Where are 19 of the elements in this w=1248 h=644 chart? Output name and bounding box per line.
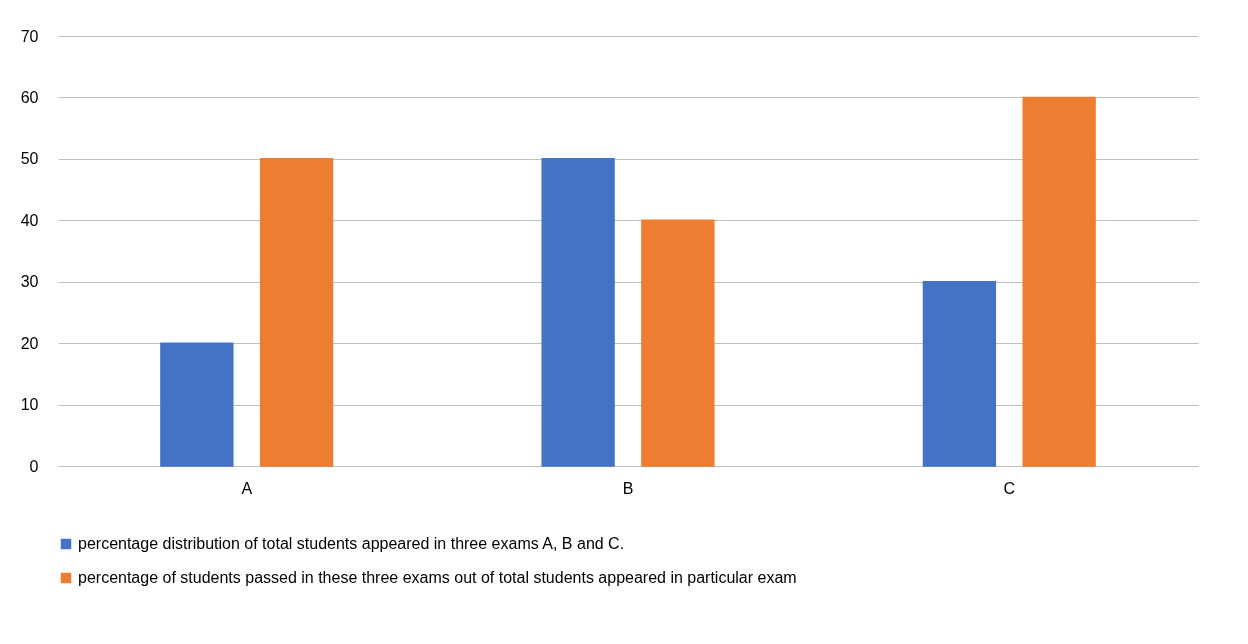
y-tick-label: 50 [20,150,39,168]
legend-label: percentage distribution of total students appeared in three exams A, B and C. [78,535,625,552]
legend-label: percentage of students passed in these three exams out of total students appeared in particular exam [78,569,797,586]
bar [922,280,997,467]
y-tick-label: 0 [29,457,39,475]
bar [160,342,234,467]
y-tick-label: 70 [20,27,39,45]
bar [541,158,615,467]
y-tick-label: 10 [20,396,39,414]
x-tick-label: C [1003,479,1016,497]
bar [1022,96,1096,467]
y-tick-label: 20 [20,334,39,352]
y-tick-label: 40 [20,211,39,229]
bar [259,158,334,467]
x-tick-label: B [622,479,634,497]
y-tick-label: 60 [20,88,39,106]
x-tick-label: A [241,479,253,497]
y-tick-label: 30 [20,273,39,291]
bar [641,219,715,467]
